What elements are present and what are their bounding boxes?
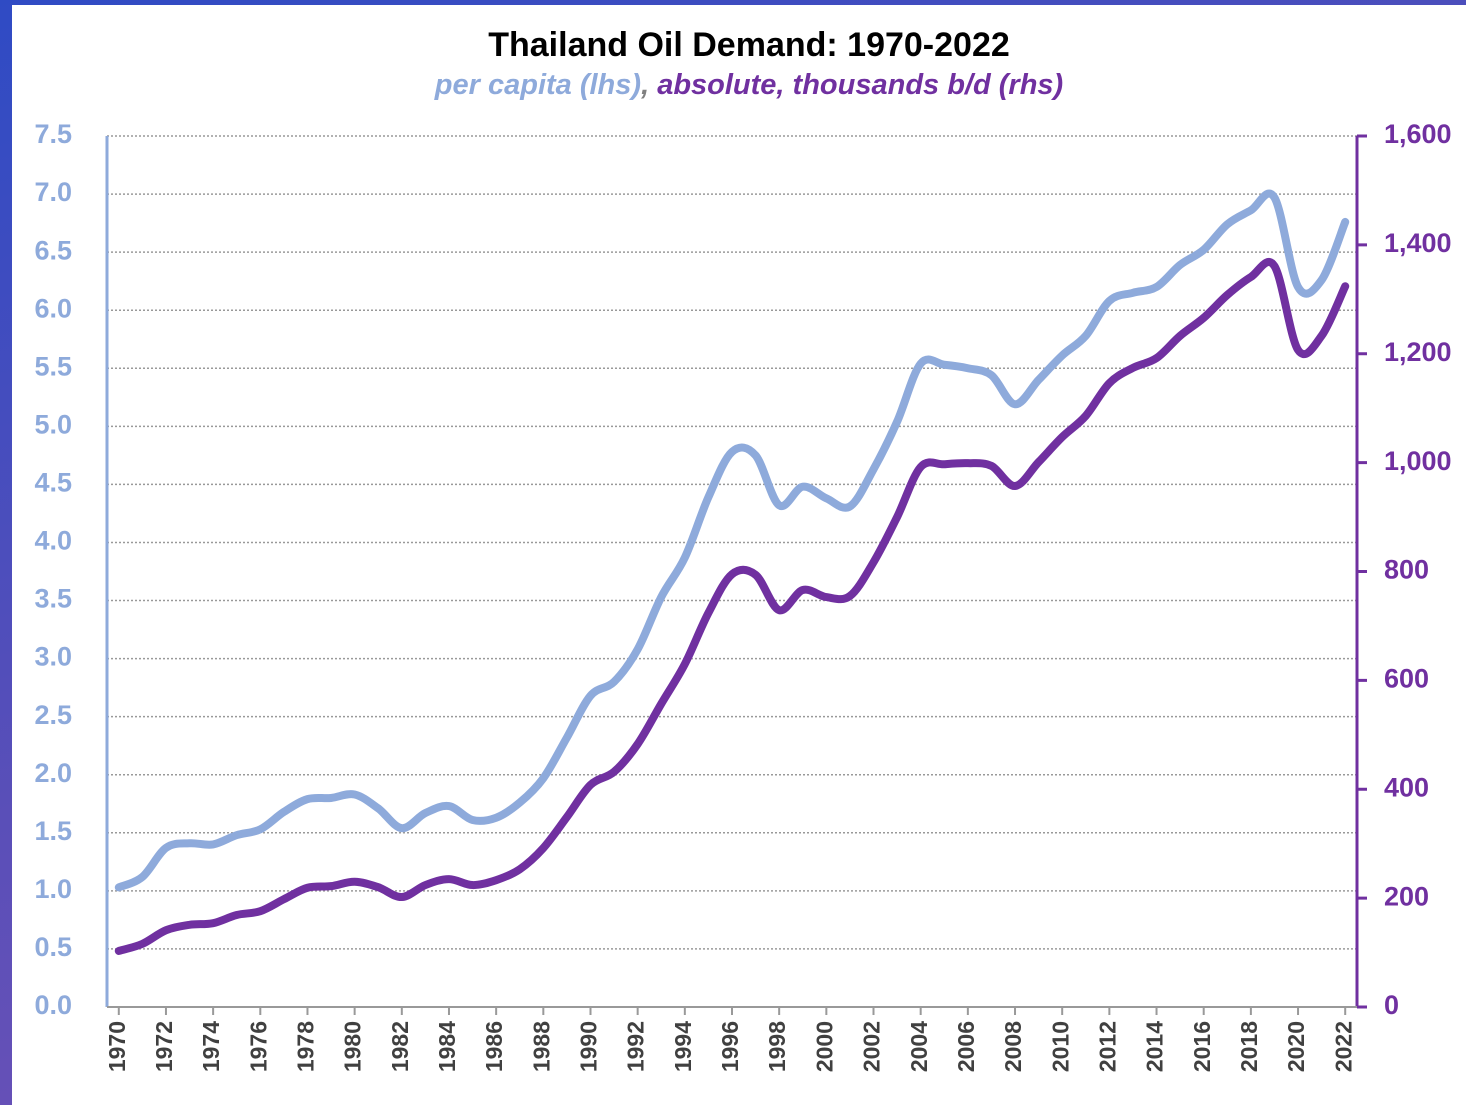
data-line	[114, 189, 1350, 892]
x-tick-label: 1988	[528, 1021, 554, 1072]
y2-tick-label: 0	[1384, 990, 1399, 1020]
y-tick-label: 6.5	[34, 235, 72, 265]
x-tick-label: 1990	[576, 1021, 602, 1072]
x-tick-label: 1980	[340, 1021, 366, 1072]
chart-frame	[12, 5, 1466, 1105]
x-tick-label: 1986	[481, 1021, 507, 1072]
x-tick-label: 2014	[1142, 1021, 1168, 1072]
y-tick-label: 5.0	[34, 409, 72, 439]
y-tick-label: 3.5	[34, 584, 72, 614]
y-tick-label: 1.0	[34, 874, 72, 904]
x-tick-label: 1974	[198, 1021, 224, 1072]
y2-tick-label: 1,000	[1384, 446, 1452, 476]
y-tick-label: 0.5	[34, 932, 72, 962]
y-tick-label: 2.0	[34, 758, 72, 788]
data-line	[114, 258, 1350, 955]
subtitle-separator: ,	[640, 69, 649, 101]
x-tick-label: 1984	[434, 1021, 460, 1072]
subtitle-part: absolute, thousands b/d (rhs)	[657, 69, 1063, 101]
x-tick-label: 2006	[953, 1021, 979, 1072]
y-tick-label: 4.0	[34, 526, 72, 556]
x-tick-label: 1970	[104, 1021, 130, 1072]
x-tick-label: 2022	[1330, 1021, 1356, 1072]
y-tick-label: 7.5	[34, 119, 72, 149]
y2-tick-label: 400	[1384, 772, 1429, 802]
y-tick-label: 4.5	[34, 468, 72, 498]
x-tick-label: 1972	[151, 1021, 177, 1072]
y-tick-label: 0.0	[34, 990, 72, 1020]
x-tick-label: 2000	[811, 1021, 837, 1072]
y-tick-label: 2.5	[34, 700, 72, 730]
x-tick-label: 2008	[1000, 1021, 1026, 1072]
x-tick-label: 2002	[859, 1021, 885, 1072]
y2-tick-label: 1,200	[1384, 337, 1452, 367]
x-tick-label: 2018	[1236, 1021, 1262, 1072]
subtitle-part: per capita (lhs)	[434, 69, 641, 101]
y2-tick-label: 800	[1384, 555, 1429, 585]
y-tick-label: 7.0	[34, 177, 72, 207]
x-tick-label: 2020	[1283, 1021, 1309, 1072]
x-tick-label: 2016	[1189, 1021, 1215, 1072]
y2-tick-label: 200	[1384, 881, 1429, 911]
x-tick-label: 1998	[764, 1021, 790, 1072]
y2-tick-label: 1,400	[1384, 228, 1452, 258]
x-tick-label: 1994	[670, 1021, 696, 1072]
x-tick-label: 2004	[906, 1021, 932, 1072]
y2-tick-label: 600	[1384, 664, 1429, 694]
y2-tick-label: 1,600	[1384, 119, 1452, 149]
chart-title: Thailand Oil Demand: 1970-2022	[488, 26, 1010, 64]
x-tick-label: 1976	[245, 1021, 271, 1072]
y-tick-label: 5.5	[34, 351, 72, 381]
x-tick-label: 1978	[293, 1021, 319, 1072]
chart-subtitle: per capita (lhs), absolute, thousands b/…	[434, 69, 1063, 101]
x-tick-label: 1992	[623, 1021, 649, 1072]
x-tick-label: 1982	[387, 1021, 413, 1072]
x-tick-label: 2012	[1094, 1021, 1120, 1072]
y-tick-label: 1.5	[34, 816, 72, 846]
y-tick-label: 3.0	[34, 642, 72, 672]
x-tick-label: 2010	[1047, 1021, 1073, 1072]
x-tick-label: 1996	[717, 1021, 743, 1072]
y-tick-label: 6.0	[34, 293, 72, 323]
